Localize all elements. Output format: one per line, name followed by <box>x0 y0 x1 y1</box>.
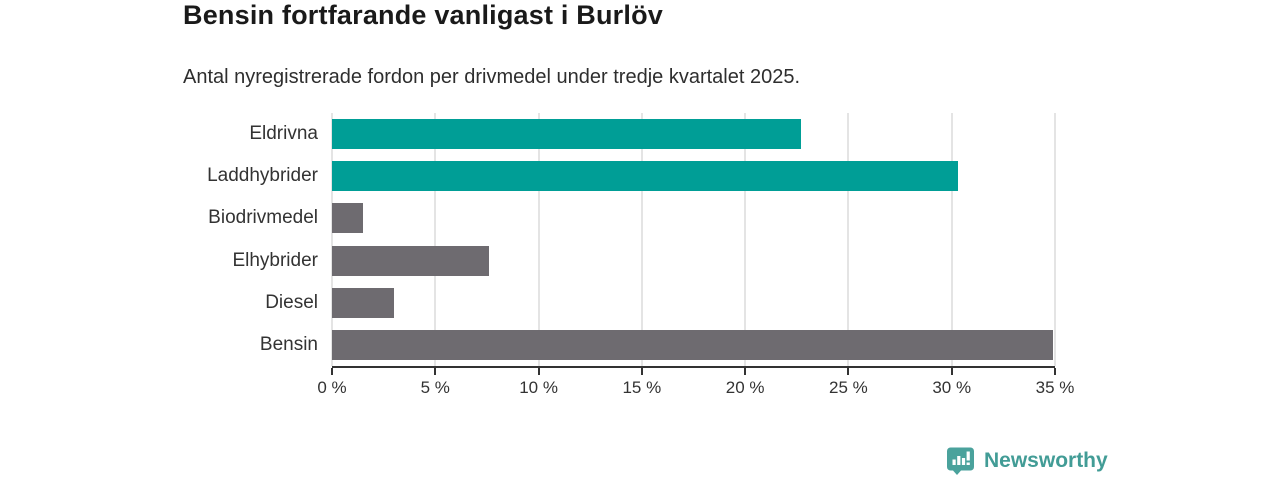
plot-area: Eldrivna Laddhybrider Biodrivmedel Elhybrid… <box>207 113 1074 397</box>
chart-title: Bensin fortfarande vanligast i Burlöv <box>183 0 663 30</box>
x-axis-tick-label: 25 % <box>829 378 868 397</box>
x-axis-tick <box>434 368 437 375</box>
x-axis-tick <box>847 368 850 375</box>
category-label: Diesel <box>265 291 318 313</box>
gridline <box>950 113 953 366</box>
brand-name: Newsworthy <box>984 449 1108 472</box>
bar-biodrivmedel <box>332 203 363 234</box>
x-axis-tick-label: 15 % <box>622 378 662 397</box>
x-axis-tick <box>744 368 747 375</box>
x-axis-tick-label: 35 % <box>1035 378 1075 397</box>
bar-bensin <box>332 329 1053 360</box>
bar-row: Diesel <box>265 282 1055 324</box>
gridline <box>537 113 540 366</box>
x-axis-tick-label: 30 % <box>932 378 972 397</box>
brand-logo: Newsworthy <box>946 446 1108 476</box>
gridline <box>744 113 747 366</box>
newsworthy-logo-icon <box>947 447 974 475</box>
bar-row: Bensin <box>260 324 1055 366</box>
bar-elhybrider <box>332 245 489 276</box>
x-axis-tick <box>537 368 540 375</box>
category-label: Eldrivna <box>249 123 318 145</box>
gridline <box>847 113 850 366</box>
bar-row: Biodrivmedel <box>208 197 1055 239</box>
category-label: Biodrivmedel <box>208 207 318 229</box>
bar-rows: Eldrivna Laddhybrider Biodrivmedel Elhybrid… <box>207 113 1055 366</box>
x-axis-tick-label: 10 % <box>519 378 558 397</box>
bar-laddhybrider <box>332 161 958 192</box>
x-axis-tick <box>640 368 643 375</box>
bar-row: Eldrivna <box>249 113 1055 155</box>
x-axis-tick-label: 0 % <box>317 378 347 397</box>
x-axis-tick-label: 5 % <box>420 378 450 397</box>
bar-row: Laddhybrider <box>207 155 1055 197</box>
category-label: Elhybrider <box>232 249 318 271</box>
bar-diesel <box>332 287 394 318</box>
bar-eldrivna <box>332 119 801 150</box>
x-axis-tick <box>950 368 953 375</box>
x-axis-tick-label: 20 % <box>725 378 765 397</box>
category-label: Bensin <box>259 333 318 355</box>
chart-subtitle: Antal nyregistrerade fordon per drivmede… <box>183 66 801 88</box>
category-label: Laddhybrider <box>207 165 318 187</box>
gridline <box>640 113 643 366</box>
gridline <box>434 113 437 366</box>
x-axis-tick <box>1054 368 1056 375</box>
gridline <box>331 113 333 366</box>
bar-row: Elhybrider <box>232 240 1055 282</box>
x-axis-tick <box>331 368 333 375</box>
gridline <box>1054 113 1056 366</box>
